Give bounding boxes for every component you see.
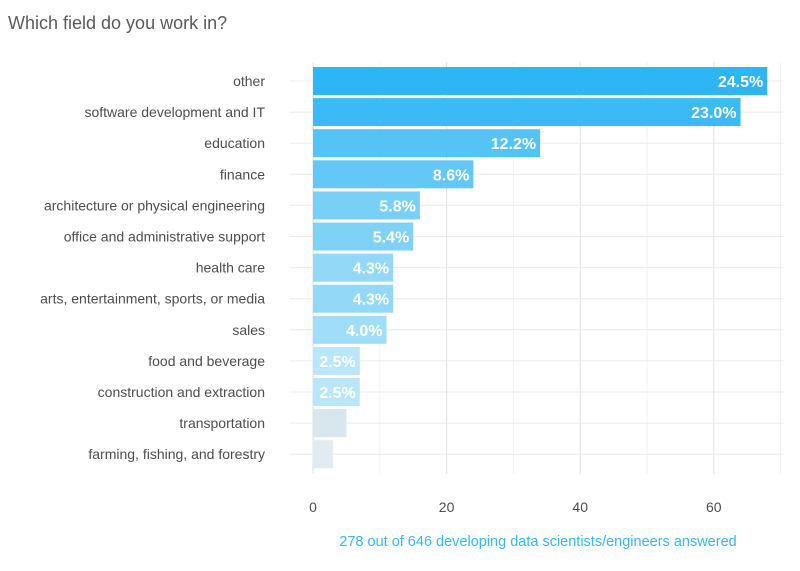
x-tick-label: 60 (706, 499, 722, 515)
x-tick-label: 40 (572, 499, 588, 515)
data-label: 5.8% (379, 198, 415, 215)
chart-caption: 278 out of 646 developing data scientist… (339, 534, 737, 550)
category-label: transportation (179, 415, 265, 431)
category-label: software development and IT (84, 104, 265, 120)
bar (313, 440, 334, 469)
bar (313, 378, 360, 406)
category-label: other (233, 73, 265, 89)
data-label: 2.5% (319, 385, 355, 402)
bar (313, 284, 394, 313)
category-label: construction and extraction (98, 384, 265, 400)
category-label: education (204, 135, 265, 151)
category-label: arts, entertainment, sports, or media (40, 291, 265, 307)
data-label: 12.2% (491, 136, 536, 153)
data-label: 4.3% (353, 292, 389, 309)
category-label: farming, fishing, and forestry (88, 446, 265, 462)
bar (313, 160, 474, 189)
category-label: sales (232, 322, 265, 338)
bar (313, 253, 394, 282)
category-label: finance (220, 166, 265, 182)
data-label: 8.6% (433, 167, 469, 184)
category-label: health care (196, 260, 265, 276)
bar (313, 222, 414, 251)
bar (313, 346, 360, 375)
bar (313, 98, 741, 127)
data-label: 5.4% (373, 230, 409, 247)
data-label: 4.3% (353, 261, 389, 278)
bar (313, 67, 768, 95)
bar (313, 315, 387, 344)
data-label: 4.0% (346, 323, 382, 340)
x-tick-label: 0 (309, 499, 317, 515)
data-label: 23.0% (691, 105, 736, 122)
category-label: office and administrative support (64, 229, 265, 245)
chart-title: Which field do you work in? (8, 13, 228, 33)
data-label: 2.5% (319, 354, 355, 371)
x-tick-label: 20 (439, 499, 455, 515)
bar (313, 191, 420, 220)
data-label: 24.5% (718, 74, 763, 91)
category-label: architecture or physical engineering (44, 197, 265, 213)
bar (313, 129, 541, 158)
category-label: food and beverage (148, 353, 265, 369)
bar (313, 409, 347, 438)
